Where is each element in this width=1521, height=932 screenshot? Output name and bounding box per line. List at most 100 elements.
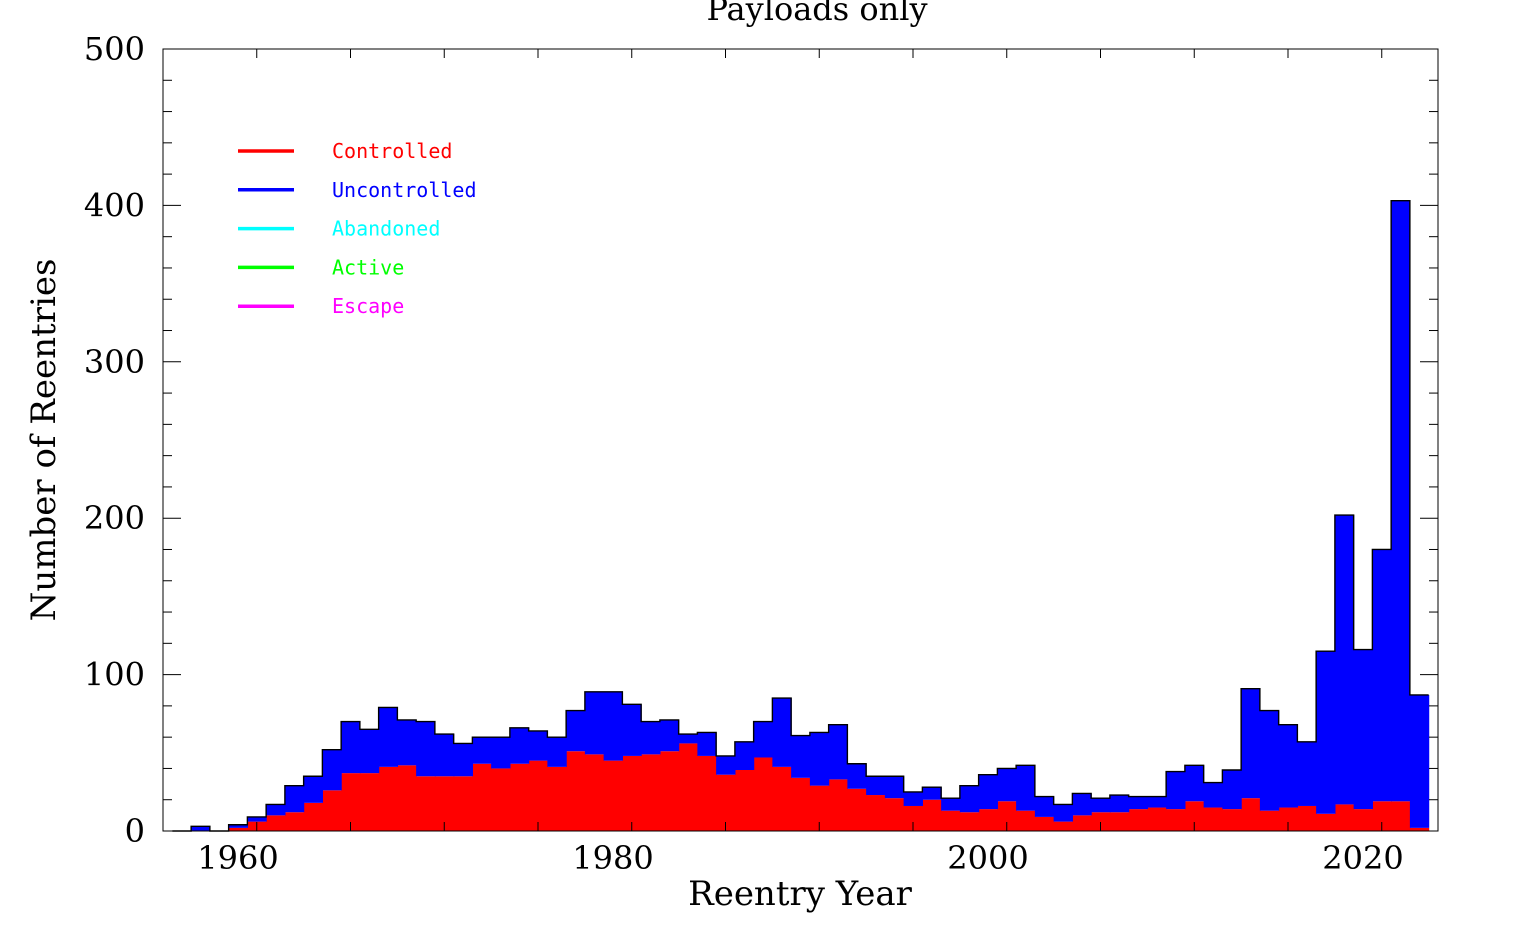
- bar-controlled-1977: [547, 766, 567, 831]
- bar-uncontrolled-1979: [584, 691, 605, 755]
- legend-label-uncontrolled: Uncontrolled: [332, 178, 477, 202]
- bar-uncontrolled-1981: [622, 704, 642, 756]
- bar-uncontrolled-1978: [566, 710, 586, 752]
- bar-controlled-1960: [228, 827, 248, 831]
- bar-controlled-1969: [397, 765, 417, 831]
- bar-controlled-1986: [716, 774, 736, 831]
- bar-uncontrolled-2018: [1316, 651, 1336, 814]
- bar-uncontrolled-2014: [1241, 688, 1261, 799]
- bar-controlled-2003: [1034, 816, 1055, 831]
- bar-controlled-1999: [959, 812, 980, 831]
- bar-controlled-2014: [1241, 798, 1261, 831]
- bar-uncontrolled-2020: [1353, 649, 1373, 810]
- bar-uncontrolled-2000: [978, 774, 998, 810]
- bar-controlled-1996: [903, 805, 923, 831]
- bar-uncontrolled-1989: [772, 698, 792, 767]
- bar-controlled-1965: [322, 790, 342, 831]
- bar-controlled-2022: [1391, 801, 1411, 831]
- bar-controlled-1995: [884, 798, 905, 831]
- bar-uncontrolled-1971: [434, 734, 455, 777]
- legend-label-abandoned: Abandoned: [332, 217, 440, 241]
- bar-uncontrolled-1982: [641, 721, 661, 755]
- bar-controlled-2017: [1297, 805, 1317, 831]
- bar-uncontrolled-2002: [1016, 765, 1036, 811]
- bar-controlled-2011: [1184, 801, 1205, 831]
- bar-uncontrolled-1965: [322, 749, 342, 791]
- bar-uncontrolled-1994: [866, 776, 886, 796]
- bar-uncontrolled-2019: [1334, 515, 1355, 805]
- bar-uncontrolled-2005: [1072, 793, 1092, 816]
- y-tick-label: 100: [84, 656, 145, 694]
- bar-controlled-1980: [603, 760, 623, 831]
- bar-uncontrolled-1986: [716, 755, 736, 775]
- bar-controlled-1984: [678, 743, 698, 831]
- bar-uncontrolled-1975: [509, 727, 530, 764]
- bar-uncontrolled-2004: [1053, 804, 1073, 822]
- bar-controlled-2010: [1166, 809, 1186, 831]
- bar-controlled-2015: [1259, 810, 1280, 831]
- bar-uncontrolled-1976: [528, 730, 548, 761]
- bar-controlled-2005: [1072, 815, 1092, 831]
- bar-uncontrolled-1998: [941, 798, 961, 811]
- bar-controlled-2009: [1147, 807, 1167, 831]
- bar-uncontrolled-1963: [284, 785, 305, 813]
- bar-uncontrolled-2010: [1166, 771, 1186, 810]
- bar-uncontrolled-2017: [1297, 741, 1317, 806]
- bar-controlled-1982: [641, 754, 661, 831]
- bar-uncontrolled-1999: [959, 785, 980, 813]
- bar-controlled-1989: [772, 766, 792, 831]
- bar-controlled-1964: [303, 802, 323, 831]
- bar-uncontrolled-1990: [791, 735, 811, 778]
- bar-uncontrolled-1970: [416, 721, 436, 777]
- bar-uncontrolled-1969: [397, 719, 417, 766]
- bar-controlled-1979: [584, 754, 605, 831]
- x-tick-label: 2000: [947, 839, 1028, 877]
- totals-step-outline: [172, 200, 1429, 832]
- bar-controlled-1966: [341, 773, 361, 831]
- bar-controlled-2007: [1109, 812, 1130, 831]
- bars-layer: [172, 200, 1430, 832]
- bar-controlled-2000: [978, 809, 998, 831]
- bar-uncontrolled-2013: [1222, 770, 1242, 810]
- bar-controlled-1994: [866, 795, 886, 831]
- legend: Controlled Uncontrolled Abandoned Active Esc…: [238, 139, 477, 318]
- x-axis-title: Reentry Year: [688, 874, 913, 914]
- bar-controlled-1988: [753, 757, 773, 831]
- chart-title: Payloads only: [706, 0, 927, 28]
- y-tick-label: 0: [125, 812, 145, 850]
- x-tick-label: 1960: [197, 839, 278, 877]
- bar-uncontrolled-1964: [303, 776, 323, 803]
- bar-uncontrolled-1977: [547, 737, 567, 767]
- bar-controlled-2004: [1053, 821, 1073, 831]
- bar-uncontrolled-2023: [1409, 694, 1430, 828]
- bar-controlled-1983: [659, 751, 680, 831]
- bar-controlled-2016: [1278, 807, 1298, 831]
- bar-controlled-1991: [809, 785, 830, 831]
- plot-frame: [162, 48, 1439, 832]
- bar-uncontrolled-2016: [1278, 724, 1298, 808]
- bar-controlled-2006: [1091, 812, 1111, 831]
- bar-uncontrolled-1968: [378, 707, 398, 767]
- legend-label-controlled: Controlled: [332, 139, 452, 163]
- bar-controlled-2023: [1409, 827, 1430, 831]
- y-tick-label: 400: [84, 186, 145, 224]
- bar-controlled-2013: [1222, 809, 1242, 831]
- bar-uncontrolled-1991: [809, 732, 830, 786]
- bar-controlled-1963: [284, 812, 305, 831]
- bar-uncontrolled-1993: [847, 763, 867, 789]
- bar-controlled-1976: [528, 760, 548, 831]
- bar-uncontrolled-1966: [341, 721, 361, 774]
- bar-controlled-2019: [1334, 804, 1355, 831]
- bar-controlled-1992: [828, 779, 848, 831]
- bar-controlled-1973: [472, 763, 492, 831]
- bar-controlled-1967: [359, 773, 380, 831]
- bar-uncontrolled-1967: [359, 729, 380, 774]
- bar-uncontrolled-2015: [1259, 710, 1280, 811]
- bar-uncontrolled-1988: [753, 721, 773, 758]
- bar-uncontrolled-1958: [191, 826, 211, 831]
- bar-uncontrolled-1962: [266, 804, 286, 816]
- bar-uncontrolled-1980: [603, 691, 623, 761]
- bar-controlled-1990: [791, 777, 811, 831]
- bar-controlled-2012: [1203, 807, 1223, 831]
